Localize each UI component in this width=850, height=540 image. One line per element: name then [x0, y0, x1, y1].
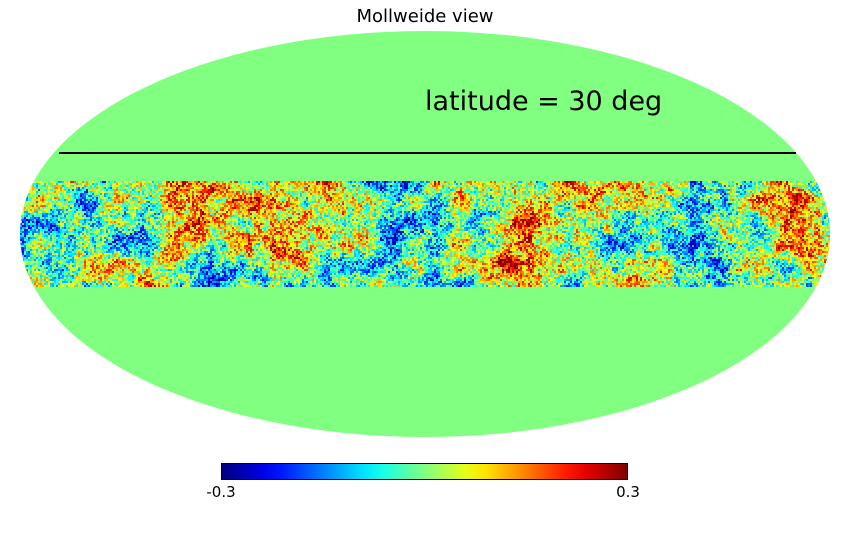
- colorbar-min-label: -0.3: [206, 483, 236, 501]
- noise-band: [20, 181, 830, 287]
- chart-title: Mollweide view: [356, 6, 494, 27]
- colorbar: [221, 463, 628, 480]
- colorbar-max-label: 0.3: [616, 483, 640, 501]
- latitude-annotation: latitude = 30 deg: [425, 86, 663, 117]
